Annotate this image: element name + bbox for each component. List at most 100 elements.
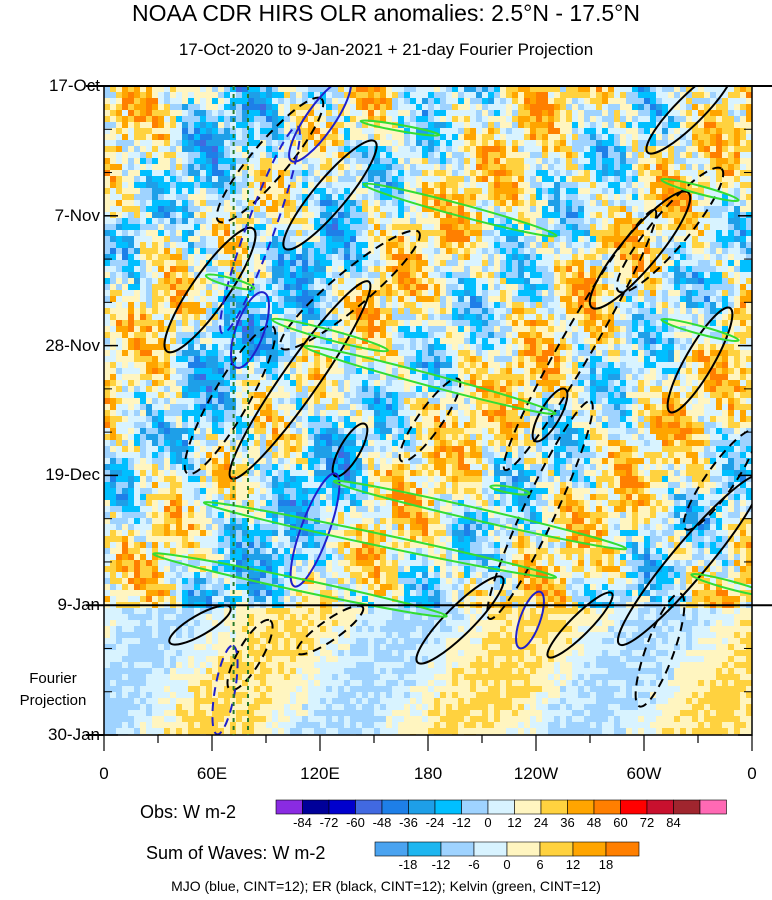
heatmap-cell <box>542 230 549 237</box>
heatmap-cell <box>602 254 609 261</box>
heatmap-cell <box>434 302 441 309</box>
heatmap-cell <box>518 164 525 171</box>
heatmap-cell <box>524 278 531 285</box>
heatmap-cell <box>452 260 459 267</box>
heatmap-cell <box>518 110 525 117</box>
heatmap-cell <box>746 332 752 339</box>
heatmap-cell <box>476 254 483 261</box>
heatmap-cell <box>464 284 471 291</box>
heatmap-cell <box>272 242 279 249</box>
heatmap-cell <box>470 320 477 327</box>
heatmap-cell <box>176 92 183 99</box>
heatmap-cell <box>392 326 399 333</box>
heatmap-cell <box>500 266 507 273</box>
heatmap-cell <box>356 248 363 255</box>
heatmap-cell <box>458 206 465 213</box>
heatmap-cell <box>260 248 267 255</box>
heatmap-cell <box>434 128 441 135</box>
heatmap-cell <box>326 260 333 267</box>
heatmap-cell <box>674 254 681 261</box>
heatmap-cell <box>200 170 207 177</box>
heatmap-cell <box>140 248 147 255</box>
heatmap-cell <box>368 332 375 339</box>
heatmap-cell <box>710 296 717 303</box>
heatmap-cell <box>596 188 603 195</box>
heatmap-cell <box>530 266 537 273</box>
heatmap-cell <box>548 164 555 171</box>
heatmap-cell <box>596 308 603 315</box>
heatmap-cell <box>212 152 219 159</box>
heatmap-cell <box>548 134 555 141</box>
heatmap-cell <box>620 212 627 219</box>
heatmap-cell <box>566 326 573 333</box>
heatmap-cell <box>536 218 543 225</box>
heatmap-cell <box>236 248 243 255</box>
heatmap-cell <box>632 176 639 183</box>
heatmap-cell <box>218 188 225 195</box>
heatmap-cell <box>632 98 639 105</box>
heatmap-cell <box>350 128 357 135</box>
heatmap-cell <box>116 164 123 171</box>
heatmap-cell <box>500 326 507 333</box>
heatmap-cell <box>158 278 165 285</box>
heatmap-cell <box>662 164 669 171</box>
heatmap-cell <box>608 344 615 351</box>
heatmap-cell <box>182 332 189 339</box>
heatmap-cell <box>254 236 261 243</box>
heatmap-cell <box>428 278 435 285</box>
heatmap-cell <box>536 242 543 249</box>
heatmap-cell <box>740 320 747 327</box>
heatmap-cell <box>428 248 435 255</box>
heatmap-cell <box>572 254 579 261</box>
heatmap-cell <box>668 338 675 345</box>
heatmap-cell <box>530 188 537 195</box>
heatmap-cell <box>518 200 525 207</box>
heatmap-cell <box>662 308 669 315</box>
heatmap-cell <box>224 194 231 201</box>
heatmap-cell <box>506 218 513 225</box>
heatmap-cell <box>272 86 279 93</box>
heatmap-cell <box>386 176 393 183</box>
heatmap-cell <box>464 164 471 171</box>
heatmap-cell <box>254 92 261 99</box>
heatmap-cell <box>590 278 597 285</box>
heatmap-cell <box>392 338 399 345</box>
heatmap-cell <box>152 338 159 345</box>
heatmap-cell <box>476 236 483 243</box>
heatmap-cell <box>314 116 321 123</box>
heatmap-cell <box>512 278 519 285</box>
heatmap-cell <box>746 128 752 135</box>
heatmap-cell <box>500 104 507 111</box>
heatmap-cell <box>596 242 603 249</box>
heatmap-cell <box>236 356 243 363</box>
heatmap-cell <box>134 182 141 189</box>
heatmap-cell <box>302 224 309 231</box>
heatmap-cell <box>476 302 483 309</box>
heatmap-cell <box>356 110 363 117</box>
heatmap-cell <box>176 128 183 135</box>
heatmap-cell <box>644 326 651 333</box>
heatmap-cell <box>332 308 339 315</box>
heatmap-cell <box>614 86 621 93</box>
heatmap-cell <box>122 308 129 315</box>
heatmap-cell <box>710 302 717 309</box>
heatmap-cell <box>188 296 195 303</box>
heatmap-cell <box>644 332 651 339</box>
heatmap-cell <box>560 260 567 267</box>
heatmap-cell <box>218 230 225 237</box>
heatmap-cell <box>152 152 159 159</box>
heatmap-cell <box>374 290 381 297</box>
heatmap-cell <box>398 224 405 231</box>
heatmap-cell <box>152 206 159 213</box>
heatmap-cell <box>728 230 735 237</box>
heatmap-cell <box>140 212 147 219</box>
heatmap-cell <box>320 158 327 165</box>
heatmap-cell <box>656 134 663 141</box>
heatmap-cell <box>602 170 609 177</box>
heatmap-cell <box>596 182 603 189</box>
heatmap-cell <box>146 320 153 327</box>
heatmap-cell <box>350 86 357 93</box>
heatmap-cell <box>242 98 249 105</box>
heatmap-cell <box>188 206 195 213</box>
heatmap-cell <box>260 140 267 147</box>
